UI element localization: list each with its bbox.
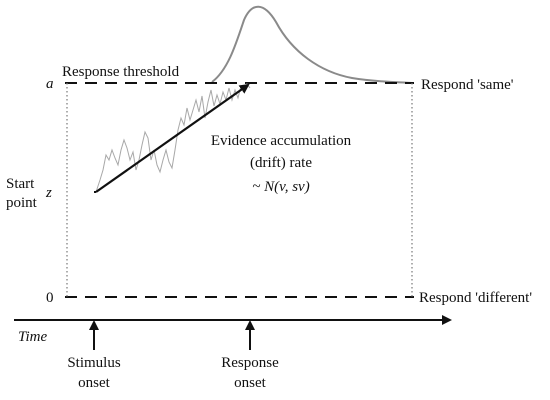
drift-rate-arrow (95, 83, 250, 193)
stimulus-onset-label-line2: onset (78, 375, 110, 391)
respond-same-label: Respond 'same' (421, 77, 514, 93)
rt-distribution-curve (211, 5, 413, 84)
respond-different-label: Respond 'different' (419, 290, 532, 306)
zero-label: 0 (46, 290, 54, 306)
drift-formula: ~ N(v, sv) (252, 179, 309, 195)
start-point-label-line2: point (6, 195, 38, 211)
drift-label-line2: (drift) rate (250, 155, 312, 171)
time-axis-label: Time (18, 329, 48, 345)
response-threshold-label: Response threshold (62, 64, 180, 80)
stimulus-onset-label-line1: Stimulus (67, 355, 121, 371)
start-z-label: z (45, 185, 52, 201)
drift-label-line1: Evidence accumulation (211, 133, 352, 149)
evidence-noise-trace (95, 82, 251, 193)
threshold-a-label: a (46, 76, 54, 92)
response-onset-label-line2: onset (234, 375, 266, 391)
start-point-label-line1: Start (6, 176, 35, 192)
response-onset-label-line1: Response (221, 355, 279, 371)
